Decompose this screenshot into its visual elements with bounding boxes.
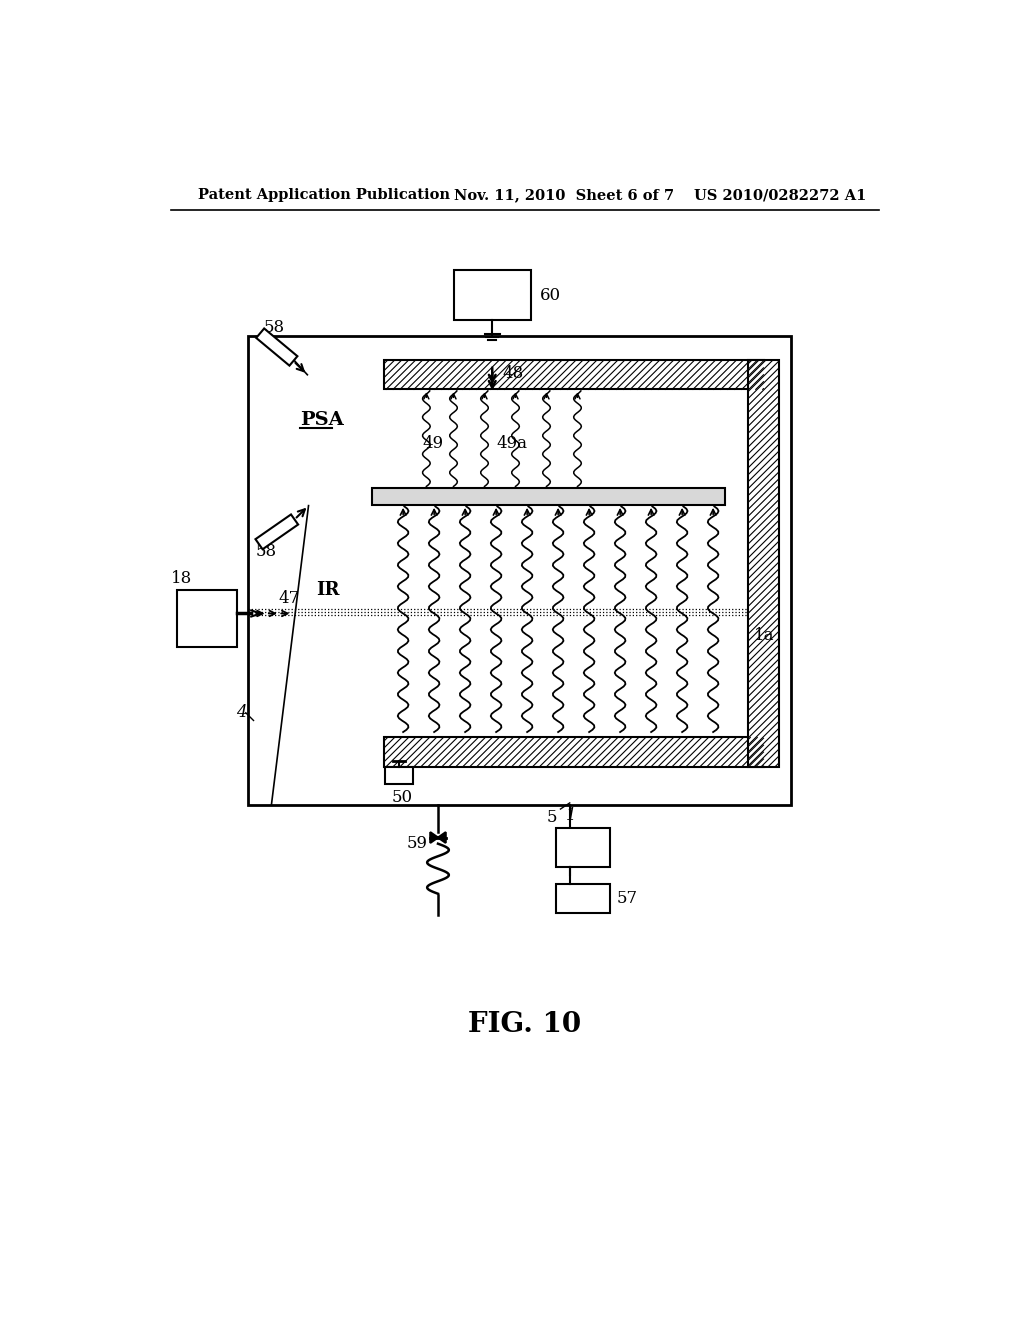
- Text: PSA: PSA: [300, 412, 344, 429]
- Bar: [454, 271, 531, 321]
- Bar: [556, 884, 610, 913]
- Text: 58: 58: [263, 319, 285, 337]
- Bar: [748, 360, 779, 767]
- Text: 47: 47: [279, 590, 300, 607]
- Text: 18: 18: [171, 569, 191, 586]
- Polygon shape: [255, 515, 298, 549]
- Text: Patent Application Publication: Patent Application Publication: [198, 189, 450, 202]
- Text: IR: IR: [316, 581, 340, 598]
- Text: 49a: 49a: [496, 434, 527, 451]
- Text: FIG. 10: FIG. 10: [468, 1011, 582, 1038]
- Bar: [372, 488, 725, 506]
- Bar: [384, 738, 764, 767]
- Text: 48: 48: [503, 366, 523, 383]
- Polygon shape: [256, 329, 297, 366]
- Text: 58: 58: [256, 543, 278, 560]
- Text: 57: 57: [616, 890, 637, 907]
- Text: 59: 59: [407, 836, 428, 853]
- Text: 60: 60: [541, 286, 561, 304]
- Text: 4: 4: [237, 705, 247, 721]
- Text: US 2010/0282272 A1: US 2010/0282272 A1: [693, 189, 866, 202]
- Bar: [177, 590, 238, 647]
- Text: 1a: 1a: [755, 627, 775, 644]
- Text: 5: 5: [547, 809, 557, 826]
- Text: 50: 50: [391, 789, 413, 807]
- Text: 1: 1: [566, 808, 577, 825]
- Polygon shape: [430, 832, 445, 843]
- Text: 49: 49: [423, 434, 443, 451]
- Bar: [384, 360, 764, 389]
- Text: Nov. 11, 2010  Sheet 6 of 7: Nov. 11, 2010 Sheet 6 of 7: [454, 189, 674, 202]
- Bar: [385, 767, 414, 784]
- Bar: [556, 829, 610, 867]
- Bar: [248, 335, 791, 805]
